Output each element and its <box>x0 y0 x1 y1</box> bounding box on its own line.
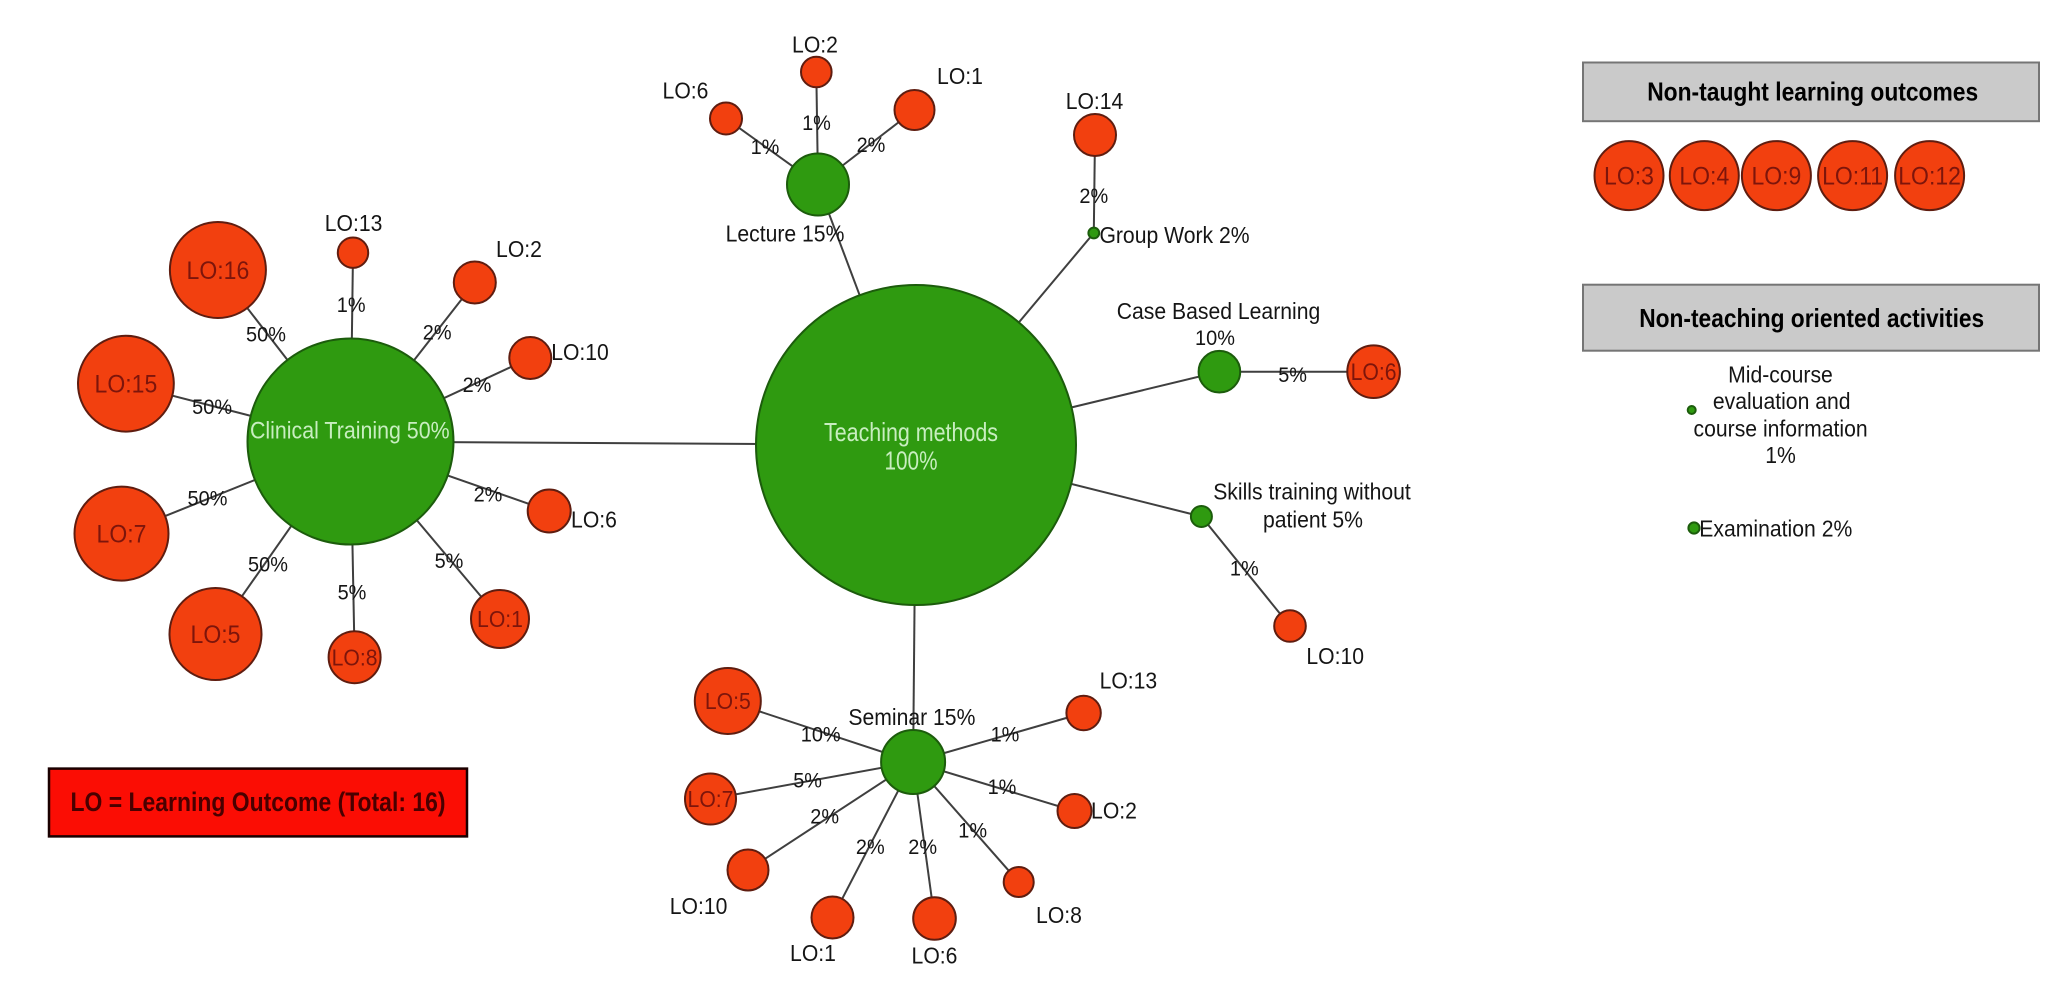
svg-text:Seminar 15%: Seminar 15% <box>848 704 975 730</box>
svg-text:LO:11: LO:11 <box>1822 162 1883 190</box>
svg-text:evaluation and: evaluation and <box>1713 388 1851 414</box>
svg-text:LO:6: LO:6 <box>663 78 709 104</box>
svg-text:Skills training without: Skills training without <box>1213 479 1411 505</box>
svg-text:2%: 2% <box>857 134 886 157</box>
svg-text:5%: 5% <box>435 550 464 573</box>
svg-text:Group Work 2%: Group Work 2% <box>1099 222 1249 248</box>
svg-text:10%: 10% <box>1195 327 1235 350</box>
svg-text:course information: course information <box>1694 415 1868 441</box>
svg-text:patient 5%: patient 5% <box>1263 507 1363 533</box>
svg-text:LO:4: LO:4 <box>1679 162 1729 190</box>
svg-text:1%: 1% <box>958 820 987 843</box>
svg-text:LO:5: LO:5 <box>191 621 241 649</box>
svg-text:10%: 10% <box>801 723 841 746</box>
svg-text:LO:14: LO:14 <box>1066 88 1124 114</box>
svg-text:50%: 50% <box>188 487 228 510</box>
svg-text:LO:7: LO:7 <box>688 786 734 812</box>
svg-text:5%: 5% <box>793 769 822 792</box>
svg-text:LO:15: LO:15 <box>95 371 158 399</box>
svg-text:1%: 1% <box>1765 442 1796 468</box>
svg-text:1%: 1% <box>802 112 831 135</box>
svg-text:LO:10: LO:10 <box>1306 643 1364 669</box>
svg-text:LO:6: LO:6 <box>912 943 958 969</box>
svg-text:Case Based Learning: Case Based Learning <box>1117 298 1321 324</box>
svg-text:2%: 2% <box>856 836 885 859</box>
svg-text:LO:9: LO:9 <box>1751 162 1801 190</box>
svg-text:Non-taught learning outcomes: Non-taught learning outcomes <box>1647 77 1978 107</box>
svg-text:2%: 2% <box>423 321 452 344</box>
svg-text:LO:2: LO:2 <box>1091 798 1137 824</box>
svg-text:1%: 1% <box>751 136 780 159</box>
svg-text:LO:12: LO:12 <box>1898 162 1961 190</box>
svg-text:5%: 5% <box>338 581 367 604</box>
svg-text:1%: 1% <box>337 294 366 317</box>
svg-text:LO:13: LO:13 <box>325 210 383 236</box>
svg-text:LO:2: LO:2 <box>496 236 542 262</box>
svg-text:LO:1: LO:1 <box>477 606 523 632</box>
svg-text:LO = Learning Outcome (Total:: LO = Learning Outcome (Total: 16) <box>71 787 446 817</box>
svg-text:Clinical Training 50%: Clinical Training 50% <box>250 418 450 445</box>
svg-text:LO:8: LO:8 <box>332 644 378 670</box>
svg-text:LO:7: LO:7 <box>97 520 147 548</box>
svg-text:Teaching methods: Teaching methods <box>824 417 998 447</box>
svg-text:2%: 2% <box>1079 185 1108 208</box>
svg-text:LO:6: LO:6 <box>571 506 617 532</box>
svg-text:2%: 2% <box>474 483 503 506</box>
svg-text:LO:13: LO:13 <box>1100 668 1158 694</box>
svg-text:5%: 5% <box>1278 364 1307 387</box>
svg-text:LO:8: LO:8 <box>1036 902 1082 928</box>
svg-text:LO:5: LO:5 <box>705 688 751 714</box>
svg-text:50%: 50% <box>248 553 288 576</box>
svg-text:LO:1: LO:1 <box>790 940 836 966</box>
svg-text:LO:3: LO:3 <box>1604 162 1654 190</box>
svg-text:1%: 1% <box>991 723 1020 746</box>
svg-text:Mid-course: Mid-course <box>1728 361 1833 387</box>
svg-text:1%: 1% <box>1230 557 1259 580</box>
svg-text:2%: 2% <box>908 836 937 859</box>
svg-text:2%: 2% <box>810 805 839 828</box>
svg-text:1%: 1% <box>988 776 1017 799</box>
svg-text:50%: 50% <box>246 323 286 346</box>
svg-text:LO:16: LO:16 <box>187 257 250 285</box>
svg-text:50%: 50% <box>192 396 232 419</box>
svg-text:100%: 100% <box>885 446 938 476</box>
svg-text:LO:1: LO:1 <box>937 63 983 89</box>
svg-text:Non-teaching oriented activiti: Non-teaching oriented activities <box>1639 303 1984 333</box>
svg-text:2%: 2% <box>463 374 492 397</box>
svg-text:LO:10: LO:10 <box>670 893 728 919</box>
svg-text:Lecture 15%: Lecture 15% <box>726 221 845 247</box>
svg-text:LO:2: LO:2 <box>792 32 838 58</box>
svg-text:LO:6: LO:6 <box>1351 359 1397 386</box>
svg-text:Examination 2%: Examination 2% <box>1699 515 1852 541</box>
svg-text:LO:10: LO:10 <box>551 339 609 365</box>
